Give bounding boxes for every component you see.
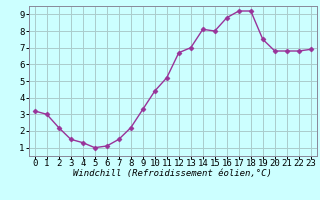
- X-axis label: Windchill (Refroidissement éolien,°C): Windchill (Refroidissement éolien,°C): [73, 169, 272, 178]
